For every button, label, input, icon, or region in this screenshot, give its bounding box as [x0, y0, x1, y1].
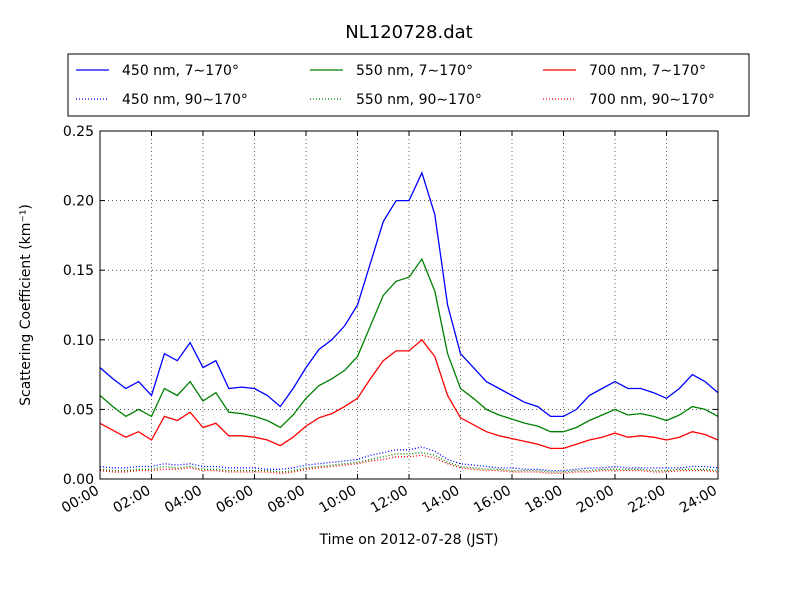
- series-line: [99, 446, 719, 472]
- legend-label: 700 nm, 90∼170°: [589, 92, 715, 108]
- chart-title: NL120728.dat: [345, 22, 472, 43]
- y-tick-label: 0.20: [63, 194, 94, 210]
- y-axis-label: Scattering Coefficient (km⁻¹): [18, 204, 34, 406]
- x-tick-label: 04:00: [162, 483, 205, 517]
- x-tick-label: 10:00: [317, 483, 360, 517]
- x-tick-label: 24:00: [677, 483, 720, 517]
- legend-frame: [67, 53, 750, 117]
- series-line: [99, 338, 719, 450]
- series-line: [99, 170, 719, 418]
- series-line: [99, 257, 719, 433]
- y-tick-label: 0.10: [63, 333, 94, 349]
- x-tick-label: 14:00: [420, 483, 463, 517]
- x-tick-label: 06:00: [214, 483, 257, 517]
- series-line: [99, 454, 719, 475]
- y-tick-label: 0.25: [63, 124, 94, 140]
- grid-lines: [99, 130, 719, 480]
- legend: 450 nm, 7∼170° 550 nm, 7∼170° 700 nm, 7∼17…: [67, 53, 750, 117]
- legend-label: 550 nm, 90∼170°: [356, 92, 482, 108]
- x-tick-label: 18:00: [523, 483, 566, 517]
- y-tick-label: 0.15: [63, 263, 94, 279]
- x-axis-label: Time on 2012-07-28 (JST): [319, 532, 499, 548]
- legend-label: 450 nm, 7∼170°: [122, 63, 239, 79]
- y-tick-label: 0.00: [63, 472, 94, 488]
- x-tick-label: 02:00: [111, 483, 154, 517]
- legend-label: 550 nm, 7∼170°: [356, 63, 473, 79]
- x-tick-label: 20:00: [574, 483, 617, 517]
- legend-label: 450 nm, 90∼170°: [122, 92, 248, 108]
- x-tick-label: 16:00: [471, 483, 514, 517]
- x-tick-label: 22:00: [626, 483, 669, 517]
- plot-lines: [99, 170, 719, 475]
- x-tick-label: 12:00: [368, 483, 411, 517]
- y-tick-label: 0.05: [63, 402, 94, 418]
- x-tick-label: 08:00: [265, 483, 308, 517]
- legend-label: 700 nm, 7∼170°: [589, 63, 706, 79]
